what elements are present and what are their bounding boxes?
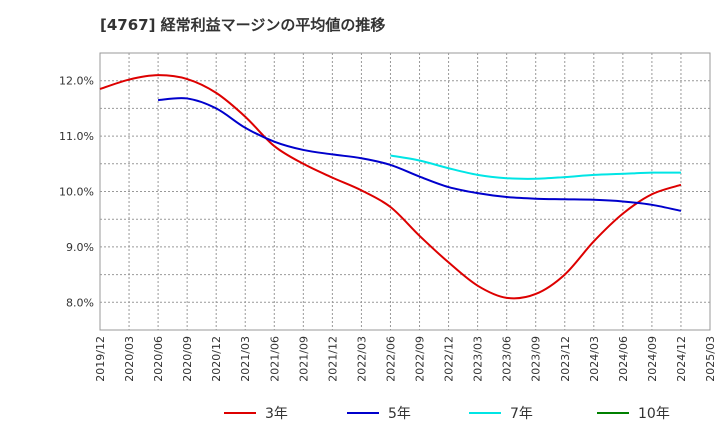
x-tick-label: 2024/12 <box>675 336 688 382</box>
x-axis-ticks: 2019/12 2020/03 2020/06 2020/09 2020/12 2021/… <box>94 336 717 382</box>
legend: 3年 5年 7年 10年 <box>224 406 670 422</box>
x-tick-label: 2021/03 <box>239 336 252 382</box>
y-tick-label: 10.0% <box>59 186 94 199</box>
x-tick-label: 2021/12 <box>326 336 339 382</box>
y-tick-label: 12.0% <box>59 75 94 88</box>
x-tick-label: 2019/12 <box>94 336 107 382</box>
series-lines <box>99 74 682 300</box>
y-gridlines <box>100 80 710 303</box>
x-tick-label: 2024/06 <box>617 336 630 382</box>
x-tick-label: 2023/09 <box>530 336 543 382</box>
x-tick-label: 2024/09 <box>646 336 659 382</box>
series-line-3 <box>390 154 681 180</box>
x-tick-label: 2021/09 <box>297 336 310 382</box>
x-tick-label: 2023/12 <box>559 336 572 382</box>
x-tick-label: 2021/06 <box>268 336 281 382</box>
x-tick-label: 2024/03 <box>588 336 601 382</box>
y-tick-label: 9.0% <box>66 241 94 254</box>
legend-label: 10年 <box>638 406 670 422</box>
legend-label: 3年 <box>265 406 288 422</box>
y-axis-ticks: 8.0% 9.0% 10.0% 11.0% 12.0% <box>59 75 94 310</box>
legend-label: 7年 <box>510 406 533 422</box>
legend-label: 5年 <box>388 406 411 422</box>
chart-title: [4767] 経常利益マージンの平均値の推移 <box>100 16 385 34</box>
x-tick-label: 2022/09 <box>414 336 427 382</box>
series-line-2 <box>158 97 682 212</box>
series-line-1 <box>99 74 682 300</box>
x-tick-label: 2025/03 <box>704 336 717 382</box>
x-tick-label: 2020/12 <box>210 336 223 382</box>
x-tick-label: 2020/06 <box>152 336 165 382</box>
x-tick-label: 2022/12 <box>443 336 456 382</box>
y-tick-label: 11.0% <box>59 130 94 143</box>
x-tick-label: 2020/03 <box>123 336 136 382</box>
x-tick-label: 2022/06 <box>384 336 397 382</box>
x-tick-label: 2023/03 <box>472 336 485 382</box>
y-tick-label: 8.0% <box>66 296 94 309</box>
x-tick-label: 2022/03 <box>355 336 368 382</box>
x-tick-label: 2020/09 <box>181 336 194 382</box>
x-tick-label: 2023/06 <box>501 336 514 382</box>
